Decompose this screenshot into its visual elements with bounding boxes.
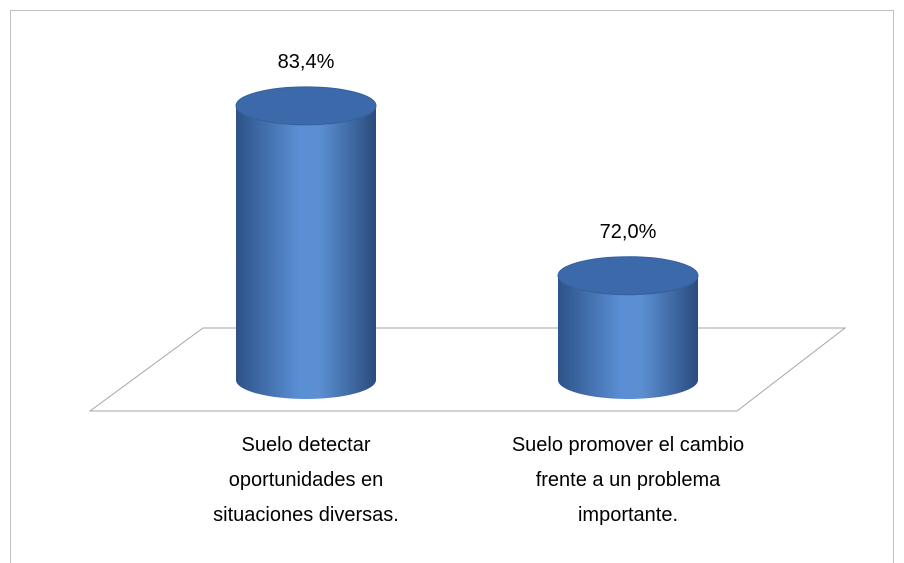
plot <box>235 86 699 399</box>
bar-top <box>557 256 699 296</box>
x-tick-label: Suelo promover el cambio frente a un pro… <box>511 434 745 526</box>
bar-top <box>235 86 377 126</box>
x-tick-label: Suelo detectar oportunidades en situacio… <box>213 434 399 526</box>
value-label: 83,4% <box>278 51 335 73</box>
floor <box>88 327 847 412</box>
bar-body <box>236 105 376 399</box>
bar <box>235 86 377 399</box>
bar <box>557 256 699 399</box>
bar-body <box>558 275 698 399</box>
chart-border <box>10 10 894 563</box>
value-label: 72,0% <box>600 221 657 243</box>
